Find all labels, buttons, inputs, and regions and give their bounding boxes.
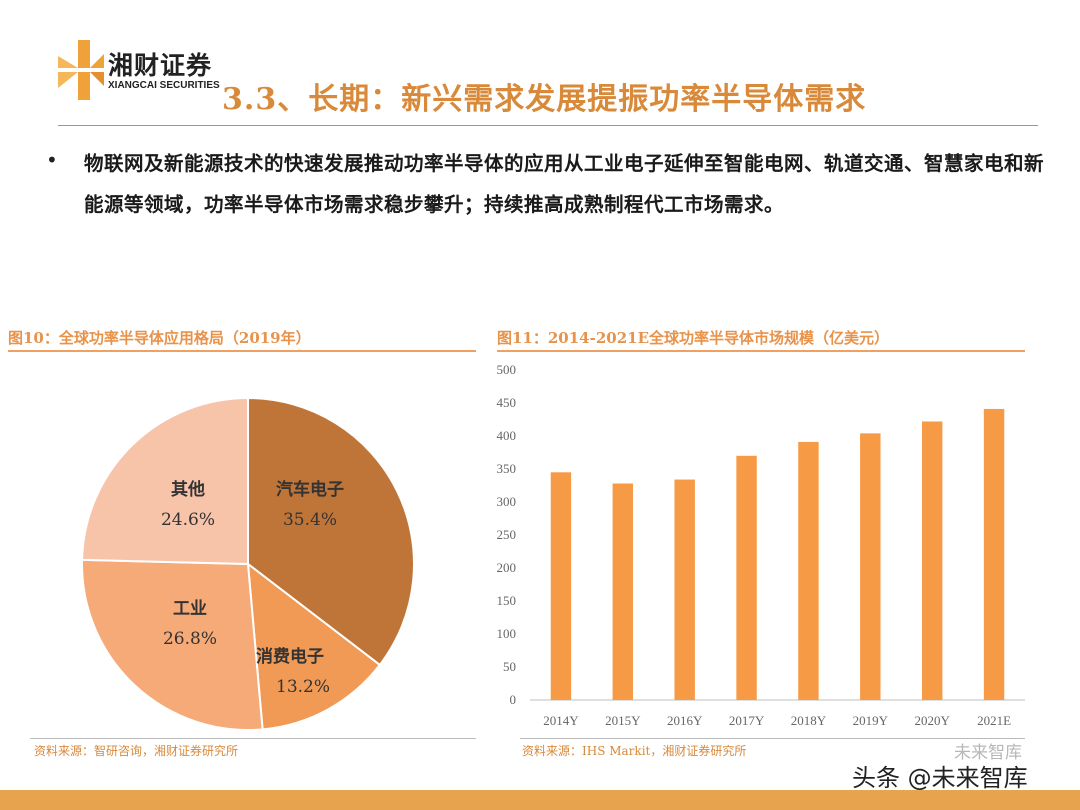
y-tick-label: 500 bbox=[497, 362, 517, 377]
figure10-source: 资料来源：智研咨询，湘财证券研究所 bbox=[34, 744, 239, 758]
bar-2016Y bbox=[674, 479, 695, 700]
pie-slice-label: 工业 bbox=[173, 599, 207, 619]
pie-label-consumer: 消费电子 13.2% bbox=[256, 642, 356, 702]
x-tick-label: 2019Y bbox=[853, 713, 889, 728]
x-tick-label: 2021E bbox=[977, 713, 1011, 728]
slide-title: 3.3、长期：新兴需求发展提振功率半导体需求 bbox=[222, 82, 867, 117]
pie-slice-2 bbox=[81, 558, 264, 731]
y-tick-label: 200 bbox=[497, 560, 517, 575]
y-tick-label: 400 bbox=[497, 428, 517, 443]
figure11-title: 图11：2014-2021E全球功率半导体市场规模（亿美元） bbox=[497, 329, 890, 347]
pie-slice-1 bbox=[246, 561, 382, 731]
pie-slice-0 bbox=[247, 396, 415, 667]
figure10-title: 图10：全球功率半导体应用格局（2019年） bbox=[8, 329, 311, 347]
pie-slice-value: 13.2% bbox=[276, 677, 331, 697]
bar-2017Y bbox=[736, 455, 757, 700]
brand-name-en: XIANGCAI SECURITIES bbox=[108, 80, 220, 91]
x-tick-label: 2016Y bbox=[667, 713, 703, 728]
bar-2021E bbox=[983, 408, 1005, 700]
x-tick-label: 2020Y bbox=[914, 713, 950, 728]
toutiao-badge: 头条 @未来智库 bbox=[852, 764, 1028, 792]
y-tick-label: 150 bbox=[497, 593, 517, 608]
pie-slice-value: 26.8% bbox=[162, 629, 217, 649]
footer-band bbox=[0, 790, 1080, 810]
pie-label-industry: 工业 26.8% bbox=[130, 594, 250, 654]
figure11-source-rule bbox=[520, 738, 1025, 739]
y-tick-label: 300 bbox=[497, 494, 517, 509]
bullet-text: 物联网及新能源技术的快速发展推动功率半导体的应用从工业电子延伸至智能电网、轨道交… bbox=[84, 152, 1045, 216]
bullet-marker: • bbox=[46, 148, 58, 172]
figure11-source: 资料来源：IHS Markit，湘财证券研究所 bbox=[522, 744, 747, 758]
pie-slice-label: 汽车电子 bbox=[276, 480, 344, 500]
y-tick-label: 50 bbox=[503, 659, 516, 674]
pie-chart bbox=[81, 396, 415, 731]
pie-slice-value: 35.4% bbox=[282, 510, 337, 530]
figure10-source-rule bbox=[30, 738, 476, 739]
pie-slice-3 bbox=[81, 396, 249, 566]
figure11-rule bbox=[497, 350, 1025, 352]
figure10-rule bbox=[8, 350, 476, 352]
title-divider bbox=[58, 125, 1038, 126]
xiangcai-logo-icon bbox=[58, 40, 104, 100]
pie-slice-label: 其他 bbox=[171, 480, 205, 500]
y-tick-label: 250 bbox=[497, 527, 517, 542]
bar-2015Y bbox=[612, 483, 634, 700]
pie-label-auto: 汽车电子 35.4% bbox=[250, 475, 370, 535]
y-tick-label: 450 bbox=[497, 395, 517, 410]
x-tick-label: 2015Y bbox=[605, 713, 641, 728]
bar-2019Y bbox=[860, 433, 881, 700]
pie-label-other: 其他 24.6% bbox=[128, 475, 248, 535]
pie-slice-value: 24.6% bbox=[160, 510, 215, 530]
bar-2020Y bbox=[921, 421, 943, 700]
watermark-text: 未来智库 bbox=[954, 743, 1022, 763]
bar-2014Y bbox=[550, 472, 572, 700]
y-tick-label: 100 bbox=[497, 626, 517, 641]
x-tick-label: 2017Y bbox=[729, 713, 765, 728]
y-tick-label: 0 bbox=[510, 692, 517, 707]
brand-logo: 湘财证券 XIANGCAI SECURITIES bbox=[56, 38, 226, 108]
x-tick-label: 2018Y bbox=[791, 713, 827, 728]
bar-chart: 0 50 100 150 200 250 300 350 400 450 500 2014Y 2015Y… bbox=[497, 362, 1025, 728]
y-tick-label: 350 bbox=[497, 461, 517, 476]
brand-name-cn: 湘财证券 bbox=[108, 51, 213, 80]
bar-2018Y bbox=[798, 441, 819, 700]
x-tick-label: 2014Y bbox=[543, 713, 579, 728]
pie-slice-label: 消费电子 bbox=[256, 647, 324, 667]
